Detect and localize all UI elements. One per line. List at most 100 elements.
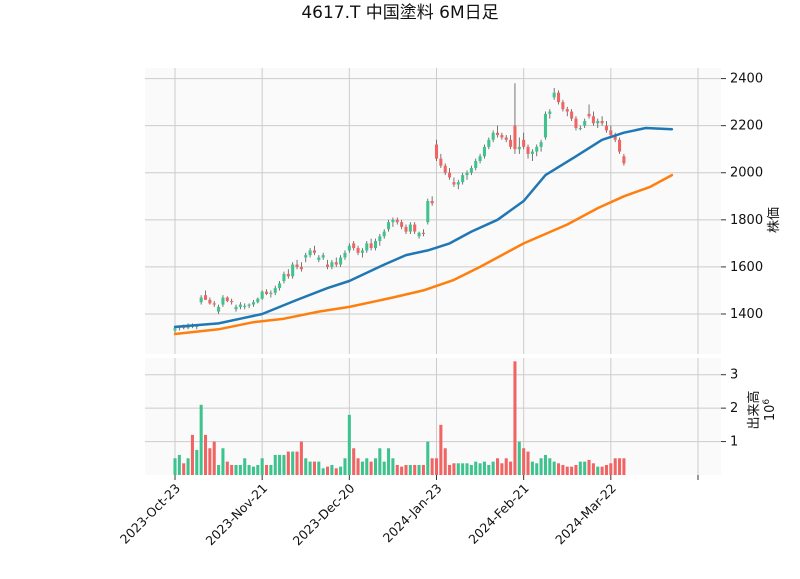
candle-body — [212, 303, 216, 305]
candle-body — [552, 92, 556, 98]
price-tick-label: 1800 — [730, 213, 763, 228]
candle-body — [461, 175, 465, 183]
x-tick-label: 2023-Dec-20 — [290, 480, 358, 548]
candle-body — [356, 248, 360, 253]
price-axis-label: 株価 — [767, 207, 782, 233]
candle-body — [321, 255, 325, 258]
candle-body — [452, 182, 456, 185]
volume-bar — [504, 458, 508, 475]
volume-tick-label: 2 — [730, 401, 738, 416]
volume-bar — [343, 458, 347, 475]
candle-body — [282, 273, 286, 282]
volume-bar — [448, 464, 452, 475]
candle-body — [347, 245, 351, 251]
candle-body — [417, 232, 421, 237]
volume-bar — [212, 441, 216, 475]
candle-body — [408, 224, 412, 232]
volume-bar — [413, 464, 417, 475]
candle-body — [352, 243, 356, 249]
candle-body — [173, 328, 177, 331]
candle-body — [482, 146, 486, 157]
volume-bar — [304, 458, 308, 475]
volume-bar — [221, 448, 225, 475]
volume-bar — [382, 461, 386, 475]
volume-multiplier-base: 10 — [763, 405, 778, 422]
candle-body — [469, 168, 473, 173]
candle-body — [334, 262, 338, 265]
volume-bar — [352, 448, 356, 475]
volume-bar — [530, 461, 534, 475]
moving-average-lines — [173, 126, 674, 336]
candle-body — [373, 241, 378, 249]
volume-bar — [264, 464, 269, 475]
volume-bar — [421, 464, 425, 475]
volume-bar — [273, 454, 277, 475]
volume-bar — [557, 463, 561, 475]
candle-body — [495, 132, 500, 136]
volume-bar — [417, 464, 421, 475]
candle-body — [465, 172, 469, 176]
price-panel-bg — [145, 68, 721, 354]
candle-body — [526, 146, 530, 154]
candle-body — [578, 128, 582, 130]
candle-body — [286, 273, 290, 277]
candle-body — [391, 219, 395, 223]
candle-body — [264, 291, 269, 294]
volume-bar — [404, 464, 408, 475]
volume-bar — [618, 458, 622, 475]
volume-bar — [596, 466, 600, 475]
candle-body — [208, 299, 212, 304]
candle-body — [247, 304, 251, 306]
volume-bar — [600, 466, 604, 475]
volume-bar — [387, 448, 391, 475]
volume-bar — [312, 461, 316, 475]
candle-body — [339, 257, 343, 265]
volume-bar — [552, 461, 556, 475]
candle-body — [199, 297, 203, 303]
volume-bar — [469, 464, 473, 475]
candle-body — [404, 226, 408, 232]
volume-bar — [517, 441, 521, 475]
volume-bar — [548, 458, 552, 475]
volume-bar — [339, 466, 343, 475]
candle-body — [613, 135, 617, 140]
volume-bar — [308, 461, 312, 475]
volume-bar — [495, 458, 500, 475]
volume-multiplier-label: 106 — [762, 399, 778, 422]
candle-body — [221, 297, 225, 305]
x-tick-label: 2023-Oct-23 — [117, 481, 183, 547]
volume-bar — [182, 463, 186, 475]
volume-bar — [217, 464, 221, 475]
price-tick-label: 2400 — [730, 72, 763, 87]
candle-body — [530, 151, 534, 154]
candle-body — [513, 125, 517, 150]
candle-body — [304, 255, 308, 258]
candle-body — [369, 243, 373, 249]
volume-bar — [408, 464, 412, 475]
candle-body — [378, 236, 382, 242]
volume-bar — [234, 464, 238, 475]
candlesticks — [173, 83, 626, 333]
candle-body — [430, 200, 434, 204]
volume-bar — [591, 463, 595, 475]
candle-body — [474, 160, 478, 169]
volume-bar — [509, 461, 513, 475]
volume-bar — [461, 463, 465, 475]
volume-bar — [203, 434, 208, 475]
candle-body — [256, 298, 260, 303]
volume-bar — [395, 464, 399, 475]
volume-bar — [334, 468, 338, 475]
candle-body — [225, 297, 229, 302]
volume-bar — [230, 464, 234, 475]
candle-body — [326, 264, 330, 267]
candle-body — [618, 139, 622, 152]
volume-bar — [286, 451, 290, 475]
candle-body — [557, 92, 561, 103]
candle-body — [330, 262, 334, 267]
candle-body — [343, 252, 347, 258]
candle-body — [421, 232, 425, 234]
candle-body — [308, 250, 312, 256]
volume-bar — [439, 424, 443, 475]
volume-bar — [535, 463, 539, 475]
volume-bar — [482, 461, 486, 475]
